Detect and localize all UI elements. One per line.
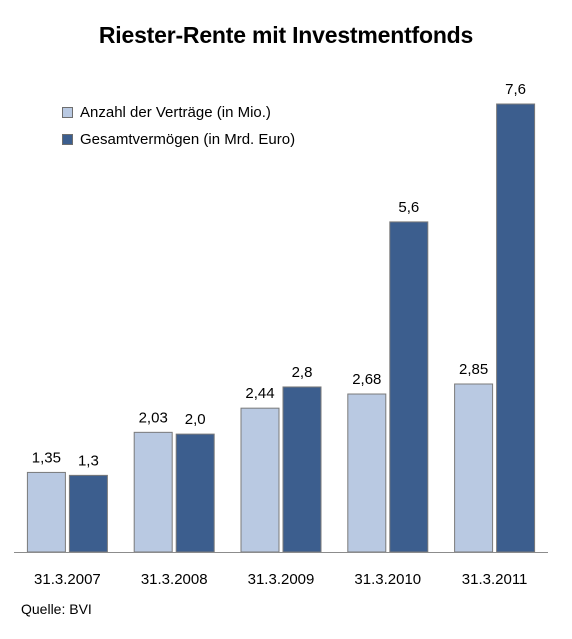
x-tick-label-2: 31.3.2009 [248,571,315,588]
data-label-contracts-3: 2,68 [352,371,381,388]
x-tick-label-0: 31.3.2007 [34,571,101,588]
legend-label-contracts: Anzahl der Verträge (in Mio.) [80,104,271,121]
data-label-contracts-2: 2,44 [245,385,274,402]
bar-assets-1 [175,433,215,553]
bar-contracts-1 [133,431,173,553]
legend: Anzahl der Verträge (in Mio.) Gesamtverm… [62,99,295,153]
bar-contracts-4 [454,383,494,553]
x-tick-label-1: 31.3.2008 [141,571,208,588]
x-tick-label-3: 31.3.2010 [354,571,421,588]
data-label-assets-1: 2,0 [185,411,206,428]
bar-contracts-0 [26,471,66,553]
data-label-contracts-4: 2,85 [459,361,488,378]
legend-swatch-assets [62,134,73,145]
chart-title: Riester-Rente mit Investmentfonds [98,22,474,48]
bar-assets-3 [389,221,429,553]
legend-item-contracts: Anzahl der Verträge (in Mio.) [62,99,295,126]
bar-assets-2 [282,386,322,553]
legend-swatch-contracts [62,107,73,118]
legend-label-assets: Gesamtvermögen (in Mrd. Euro) [80,131,296,148]
data-label-assets-0: 1,3 [78,452,99,469]
bar-assets-0 [68,474,108,553]
data-label-contracts-0: 1,35 [32,449,61,466]
data-label-contracts-1: 2,03 [139,409,168,426]
data-label-assets-4: 7,6 [505,81,526,98]
bar-assets-4 [496,103,536,553]
x-tick-label-4: 31.3.2011 [462,571,528,588]
legend-item-assets: Gesamtvermögen (in Mrd. Euro) [62,126,295,153]
bar-contracts-2 [240,407,280,553]
bar-contracts-3 [347,393,387,553]
data-label-assets-2: 2,8 [292,364,313,381]
source-note: Quelle: BVI [21,601,92,617]
data-label-assets-3: 5,6 [398,199,419,216]
